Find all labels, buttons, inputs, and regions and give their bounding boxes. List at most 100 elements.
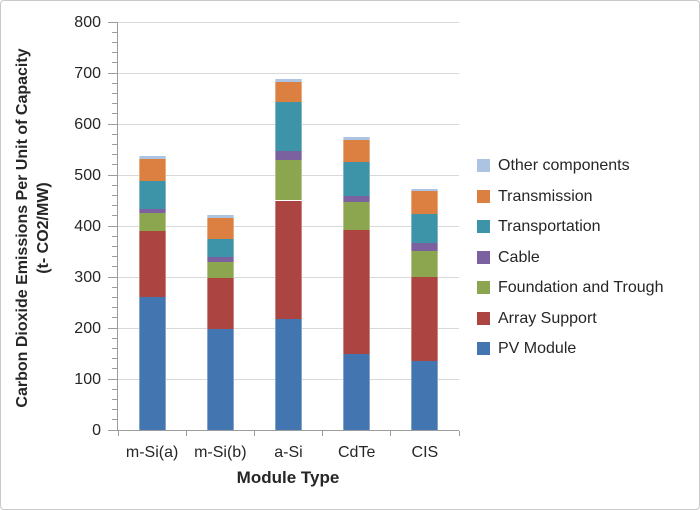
legend-swatch-icon	[477, 250, 490, 264]
bar-segment	[206, 217, 234, 239]
bar-segment	[206, 238, 234, 258]
stacked-bar-a-Si	[275, 79, 302, 430]
legend-label: Array Support	[498, 309, 597, 327]
bar-segment	[275, 102, 302, 152]
x-category-label: m-Si(a)	[125, 444, 179, 461]
y-tick-label: 800	[74, 13, 101, 31]
y-minor-tick	[112, 92, 118, 94]
y-minor-tick	[112, 184, 118, 186]
y-minor-tick	[112, 62, 118, 64]
y-minor-tick	[112, 164, 118, 166]
x-category-tick	[253, 431, 255, 436]
y-minor-tick	[112, 347, 118, 349]
bar-segment	[343, 139, 371, 162]
y-gridline	[118, 21, 459, 23]
legend-swatch-icon	[477, 342, 490, 355]
y-minor-tick	[112, 388, 118, 390]
y-minor-tick	[112, 296, 118, 298]
bar-segment	[138, 231, 166, 298]
x-category-tick	[390, 431, 392, 436]
bar-segment	[411, 214, 439, 244]
bar-segment	[411, 360, 439, 430]
y-tick-label: 300	[74, 268, 101, 286]
y-minor-tick	[112, 103, 118, 105]
x-category-tick	[185, 431, 187, 436]
y-minor-tick	[112, 286, 118, 288]
y-tick-label: 700	[74, 64, 101, 82]
legend-label: Transmission	[498, 187, 593, 205]
bar-segment	[138, 180, 166, 209]
bar-segment	[138, 156, 166, 160]
bar-segment	[275, 79, 302, 83]
y-major-tick	[108, 21, 118, 23]
legend-label: PV Module	[498, 340, 577, 357]
y-minor-tick	[112, 154, 118, 156]
stacked-bar-m-Si(b)	[206, 214, 234, 430]
x-category-label: a-Si	[274, 444, 303, 461]
bar-segment	[206, 329, 234, 430]
bar-segment	[411, 188, 439, 192]
y-axis-line	[117, 22, 118, 430]
y-tick-label: 400	[74, 217, 101, 235]
legend-label: Transportation	[498, 218, 601, 235]
y-minor-tick	[112, 133, 118, 135]
bar-segment	[343, 161, 371, 197]
y-major-tick	[108, 378, 118, 380]
y-minor-tick	[112, 337, 118, 339]
y-major-tick	[108, 327, 118, 329]
bar-segment	[275, 82, 302, 103]
y-minor-tick	[112, 256, 118, 258]
y-minor-tick	[112, 245, 118, 247]
y-gridline	[118, 72, 459, 74]
bar-segment	[411, 243, 439, 251]
bar-segment	[343, 229, 371, 354]
y-tick-label: 200	[74, 319, 101, 337]
x-axis-title: Module Type	[236, 468, 340, 487]
y-minor-tick	[112, 143, 118, 145]
y-axis-title: Carbon Dioxide Emissions Per Unit of Cap…	[12, 13, 56, 443]
bar-segment	[343, 353, 371, 430]
x-category-label: CdTe	[338, 444, 376, 461]
y-minor-tick	[112, 368, 118, 370]
bar-segment	[138, 212, 166, 232]
legend-label: Cable	[498, 248, 540, 266]
y-minor-tick	[112, 52, 118, 54]
y-minor-tick	[112, 215, 118, 217]
y-minor-tick	[112, 41, 118, 43]
bar-segment	[138, 297, 166, 430]
y-minor-tick	[112, 409, 118, 411]
y-tick-label: 100	[74, 370, 101, 388]
bar-segment	[138, 159, 166, 181]
x-category-tick	[322, 431, 324, 436]
bar-segment	[411, 277, 439, 361]
legend-swatch-icon	[477, 281, 490, 294]
y-major-tick	[108, 174, 118, 176]
y-minor-tick	[112, 398, 118, 400]
bar-segment	[275, 151, 302, 161]
y-minor-tick	[112, 358, 118, 360]
legend-swatch-icon	[477, 220, 490, 233]
x-category-label: CIS	[411, 444, 439, 461]
y-minor-tick	[112, 235, 118, 237]
bar-segment	[206, 257, 234, 263]
bar-segment	[206, 262, 234, 278]
y-minor-tick	[112, 194, 118, 196]
stacked-bar-m-Si(a)	[138, 156, 166, 430]
y-axis-title-line1: Carbon Dioxide Emissions Per Unit of Cap…	[14, 48, 31, 408]
y-minor-tick	[112, 317, 118, 319]
x-axis-line	[108, 430, 459, 431]
bar-segment	[343, 136, 371, 140]
bar-segment	[206, 277, 234, 330]
bar-segment	[275, 160, 302, 201]
y-minor-tick	[112, 113, 118, 115]
y-major-tick	[108, 225, 118, 227]
legend-swatch-icon	[477, 159, 490, 172]
y-minor-tick	[112, 266, 118, 268]
bar-segment	[411, 250, 439, 277]
x-category-label: m-Si(b)	[194, 444, 247, 461]
y-minor-tick	[112, 31, 118, 33]
stacked-bar-CIS	[411, 188, 439, 430]
bar-segment	[275, 319, 302, 430]
y-tick-label: 600	[74, 115, 101, 133]
